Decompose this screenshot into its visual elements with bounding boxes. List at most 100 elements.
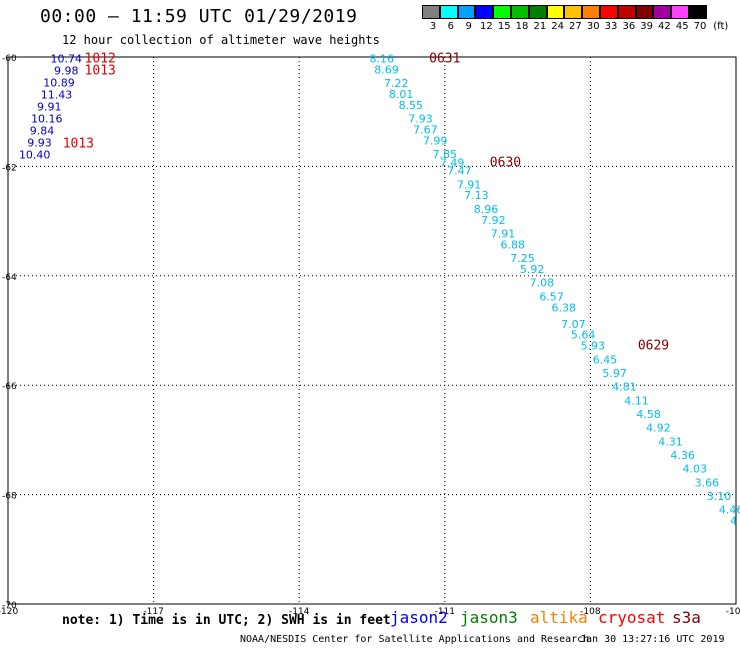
swh-value-label: 10.40 [19,149,51,162]
y-tick-label: -68 [2,492,17,502]
colorbar-label: 27 [569,21,582,32]
y-tick-label: -62 [2,163,17,173]
swh-value-label: 10.89 [43,77,75,90]
swh-value-label: 7.47 [447,165,472,178]
swh-value-label: 7.92 [481,214,506,227]
colorbar-label: 42 [658,21,671,32]
colorbar-label: 70 [693,21,707,32]
swh-value-label: 7.13 [464,189,489,202]
swh-value-label: 4.92 [646,422,671,435]
swh-value-label: 10.16 [31,113,63,126]
swh-value-label: 10.74 [50,52,82,65]
footer-note: note: 1) Time is in UTC; 2) SWH is in fe… [62,613,391,628]
colorbar-swatch [475,5,494,19]
swh-value-label: 8.16 [369,52,394,65]
swh-value-label: 5.97 [602,367,627,380]
swh-value-label: 8.55 [399,99,424,112]
swh-value-label: 5.93 [581,340,606,353]
colorbar-swatch [457,5,476,19]
swh-value-label: 9.93 [27,137,52,150]
colorbar-label: 3 [429,21,437,32]
swh-value-label: 4 [730,515,737,528]
swh-value-label: 11.43 [41,89,73,102]
colorbar-swatch [617,5,636,19]
swh-value-label: 6.45 [593,353,618,366]
colorbar-label: 36 [622,21,636,32]
time-label: 0629 [638,339,669,354]
swh-value-label: 4.81 [612,381,637,394]
mission-legend-item: s3a [672,608,701,627]
chart-subtitle: 12 hour collection of altimeter wave hei… [62,33,380,47]
time-label: 0630 [490,155,521,170]
swh-value-label: 5.92 [520,263,545,276]
swh-value-label: 7.08 [530,277,555,290]
colorbar-swatch [564,5,583,19]
swh-value-label: 4.31 [658,435,683,448]
y-tick-label: -66 [2,382,17,392]
colorbar-swatch [510,5,529,19]
colorbar-swatch [653,5,672,19]
swh-value-label: 3.10 [707,490,732,503]
mission-legend-item: jason2 [390,608,448,627]
swh-value-label: 4.46 [719,504,740,517]
swh-value-label: 7.91 [491,228,516,241]
credit-text: NOAA/NESDIS Center for Satellite Applica… [240,634,590,645]
swh-value-label: 6.38 [551,301,576,314]
colorbar-label: 21 [533,21,547,32]
y-tick-label: -70 [2,601,17,611]
x-tick-label: -108 [580,607,601,617]
swh-value-label: 8.96 [474,203,499,216]
time-label: 1013 [85,64,116,79]
swh-value-label: 9.84 [30,125,55,138]
swh-value-label: 7.07 [561,318,586,331]
colorbar-label: 45 [675,21,689,32]
colorbar-swatches [422,5,707,19]
colorbar [422,5,707,19]
colorbar-swatch [671,5,689,19]
colorbar-label: 15 [497,21,511,32]
swh-value-label: 9.98 [54,65,79,78]
colorbar-swatch [546,5,565,19]
chart-title: 00:00 – 11:59 UTC 01/29/2019 [40,6,358,27]
time-label: 1013 [63,136,94,151]
colorbar-swatch [439,5,458,19]
colorbar-label: 12 [480,21,493,32]
colorbar-labels: 3 6 9 12 15 18 21 24 27 30 33 36 39 42 45 70 (ft) [422,21,740,35]
colorbar-swatch [599,5,618,19]
mission-legend-item: cryosat [598,608,666,627]
x-tick-label: -114 [289,607,310,617]
swh-value-label: 7.25 [510,252,535,265]
plot-frame [7,56,737,605]
swh-value-label: 7.99 [423,135,448,148]
colorbar-label: 9 [465,21,472,32]
x-tick-label: -105 [726,607,740,617]
x-tick-label: -120 [0,607,18,617]
colorbar-swatch [688,5,707,19]
colorbar-label: 33 [604,21,618,32]
swh-value-label: 9.91 [37,101,62,114]
swh-value-label: 5.64 [571,329,596,342]
x-tick-label: -111 [435,607,455,617]
colorbar-label: 18 [515,21,529,32]
colorbar-swatch [635,5,654,19]
mission-legend-item: jason3 [460,608,518,627]
colorbar-label: 6 [447,21,455,32]
colorbar-label: 39 [640,21,653,32]
colorbar-swatch [493,5,511,19]
colorbar-label: 30 [586,21,600,32]
swh-value-label: 7.85 [433,148,458,161]
swh-value-label: 7.91 [457,178,482,191]
swh-value-label: 3.66 [695,476,720,489]
colorbar-unit: (ft) [713,21,729,32]
colorbar-swatch [422,5,440,19]
swh-value-label: 8.01 [389,88,414,101]
swh-value-label: 4.58 [636,408,661,421]
swh-value-label: 7.49 [440,156,465,169]
x-tick-label: -117 [143,607,163,617]
y-tick-label: -60 [2,54,17,64]
swh-value-label: 4.36 [670,449,695,462]
swh-value-label: 6.88 [500,238,525,251]
colorbar-label: 24 [551,21,564,32]
colorbar-swatch [528,5,547,19]
